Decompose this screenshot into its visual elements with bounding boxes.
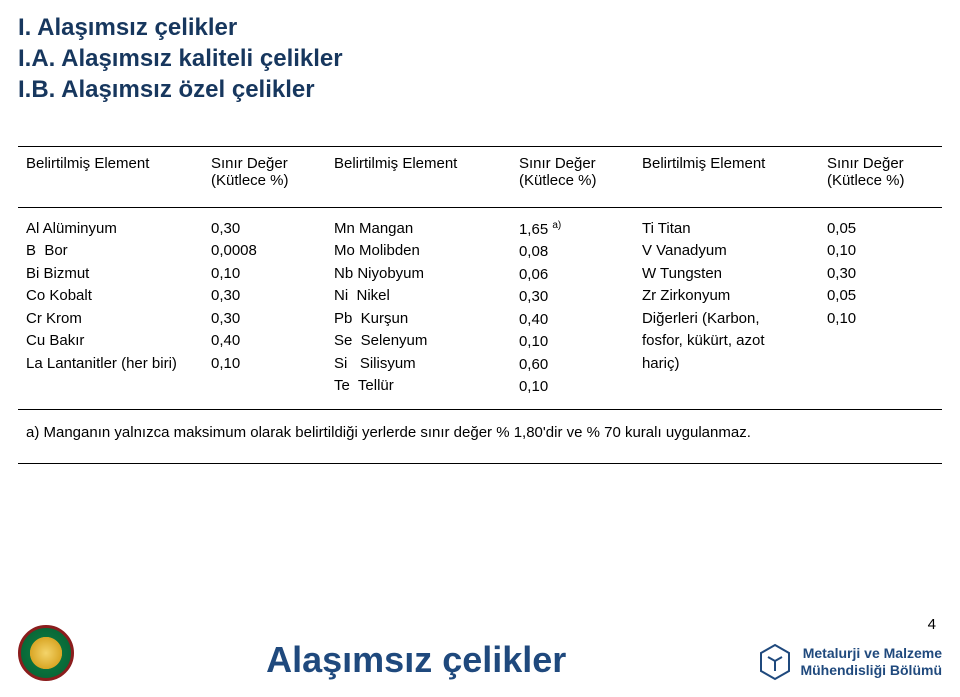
hdr-value-1: Sınır Değer (Kütlece %) xyxy=(203,146,326,207)
department-block: Metalurji ve Malzeme Mühendisliği Bölümü xyxy=(758,643,942,681)
table-header-row: Belirtilmiş Element Sınır Değer (Kütlece… xyxy=(18,146,942,207)
heading-block: I. Alaşımsız çelikler I.A. Alaşımsız kal… xyxy=(0,0,960,106)
heading-l3: I.B. Alaşımsız özel çelikler xyxy=(18,74,942,105)
heading-l1: I. Alaşımsız çelikler xyxy=(18,12,942,43)
heading-l2: I.A. Alaşımsız kaliteli çelikler xyxy=(18,43,942,74)
dept-line1: Metalurji ve Malzeme xyxy=(800,645,942,663)
g1-elements: Al Alüminyum B Bor Bi Bizmut Co Kobalt C… xyxy=(18,207,203,409)
department-icon xyxy=(758,643,792,681)
hdr-v3-l1: Sınır Değer xyxy=(827,155,904,172)
g3-elements: Ti Titan V Vanadyum W Tungsten Zr Zirkon… xyxy=(634,207,819,409)
hdr-v1-l2: (Kütlece %) xyxy=(211,172,289,189)
footer: Alaşımsız çelikler Metalurji ve Malzeme … xyxy=(0,625,960,681)
g2-elements: Mn Mangan Mo Molibden Nb Niyobyum Ni Nik… xyxy=(326,207,511,409)
footnote-text: a) Manganın yalnızca maksimum olarak bel… xyxy=(18,409,942,463)
seal-icon xyxy=(18,625,74,681)
hdr-value-2: Sınır Değer (Kütlece %) xyxy=(511,146,634,207)
hdr-v2-l1: Sınır Değer xyxy=(519,155,596,172)
table-data-row: Al Alüminyum B Bor Bi Bizmut Co Kobalt C… xyxy=(18,207,942,409)
hdr-v2-l2: (Kütlece %) xyxy=(519,172,597,189)
hdr-value-3: Sınır Değer (Kütlece %) xyxy=(819,146,942,207)
hdr-element-1: Belirtilmiş Element xyxy=(18,146,203,207)
g2-values-rest: 0,08 0,06 0,30 0,40 0,10 0,60 0,10 xyxy=(519,243,548,395)
g2-values: 1,65 a) 0,08 0,06 0,30 0,40 0,10 0,60 0,… xyxy=(511,207,634,409)
page-title: Alaşımsız çelikler xyxy=(74,639,758,681)
department-text: Metalurji ve Malzeme Mühendisliği Bölümü xyxy=(800,645,942,680)
dept-line2: Mühendisliği Bölümü xyxy=(800,662,942,680)
hdr-v1-l1: Sınır Değer xyxy=(211,155,288,172)
g3-values: 0,05 0,10 0,30 0,05 0,10 xyxy=(819,207,942,409)
g1-values: 0,30 0,0008 0,10 0,30 0,30 0,40 0,10 xyxy=(203,207,326,409)
table-footnote-row: a) Manganın yalnızca maksimum olarak bel… xyxy=(18,409,942,463)
hdr-element-3: Belirtilmiş Element xyxy=(634,146,819,207)
g2-v1-sup: a) xyxy=(552,220,561,231)
university-seal xyxy=(18,625,74,681)
limits-table: Belirtilmiş Element Sınır Değer (Kütlece… xyxy=(18,146,942,464)
hdr-v3-l2: (Kütlece %) xyxy=(827,172,905,189)
hdr-element-2: Belirtilmiş Element xyxy=(326,146,511,207)
g2-v1: 1,65 xyxy=(519,221,552,238)
